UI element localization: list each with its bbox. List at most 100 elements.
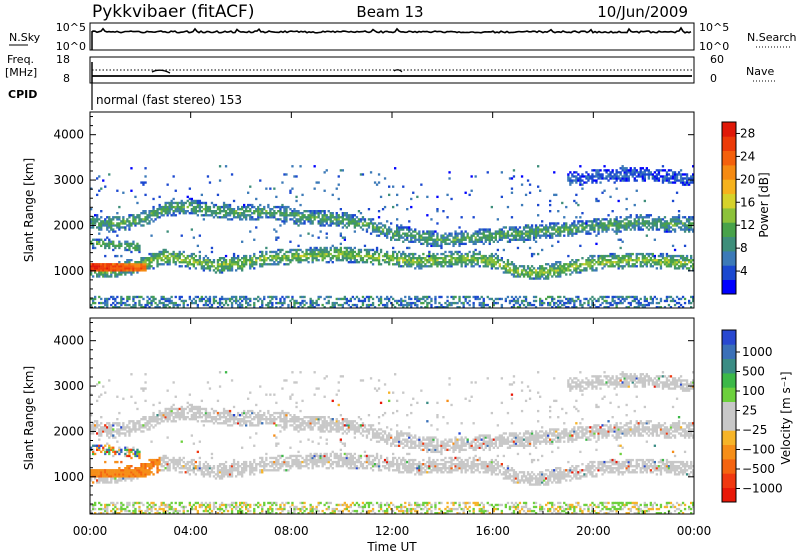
velocity-cell [102,448,105,452]
power-cell [386,295,389,299]
power-cell [170,295,173,299]
power-cell [130,265,133,268]
power-cell [106,271,109,274]
power-cell [404,252,407,256]
power-cell [206,263,210,266]
power-cell [557,303,560,307]
power-cell [158,299,161,303]
power-cell [623,297,626,301]
power-cell [518,306,522,309]
power-cell [218,303,222,307]
power-cell [460,234,463,237]
power-cell [392,263,395,266]
power-cell [446,216,449,219]
power-cell [126,259,129,262]
power-cell [547,295,550,299]
power-cell [671,259,675,262]
power-cell [230,259,234,262]
power-cell [633,297,636,301]
power-cell [474,295,477,299]
power-cell [534,228,538,231]
power-cell [452,238,455,241]
power-cell [478,232,481,235]
power-cell [138,263,141,266]
power-cell [106,216,109,219]
power-cell [400,234,403,237]
power-cell [498,297,502,301]
power-cell [613,252,616,256]
power-cell [490,257,494,260]
velocity-cell [126,446,129,449]
velocity-cell [104,509,107,513]
power-cell [108,220,111,223]
power-cell [418,267,421,270]
power-cell [466,234,469,237]
power-cell [563,295,566,299]
power-cell [486,295,489,299]
power-cell [375,257,379,260]
power-cell [106,267,109,270]
power-cell [116,254,119,258]
power-cell [90,222,93,225]
power-cell [222,303,226,307]
power-cell [541,269,544,272]
power-cell [379,250,383,254]
power-cell [283,297,286,301]
velocity-cell [100,479,103,482]
power-cell [673,216,677,219]
power-cell [172,175,175,178]
power-cell [160,210,163,213]
power-cell [653,238,657,241]
power-cell [194,299,198,303]
power-cell [579,301,582,305]
power-cell [530,252,534,256]
power-cell [675,218,679,221]
power-cell [92,242,95,246]
power-cell [406,246,409,250]
power-cell [430,263,433,266]
power-cell [216,212,220,215]
power-cell [210,210,214,213]
power-cell [428,259,431,262]
power-cell [468,193,471,197]
power-cell [273,250,276,254]
power-cell [180,299,183,303]
power-cell [261,216,264,219]
power-cell [381,259,385,262]
power-cell [394,250,397,254]
power-cell [649,297,653,301]
power-cell [633,177,636,180]
power-cell [176,257,179,260]
power-cell [688,177,691,180]
power-cell [573,232,576,235]
power-cell [545,230,548,233]
power-cell [406,226,409,229]
power-cell [313,248,316,252]
power-cell [516,275,520,278]
velocity-cell [104,477,107,480]
power-cell [335,214,338,217]
power-cell [575,230,578,233]
power-cell [637,257,640,260]
power-cell [249,259,252,262]
power-cell [198,297,202,301]
power-cell [426,244,429,248]
power-cell [206,267,210,270]
velocity-cell [132,452,135,456]
power-cell [178,265,181,268]
velocity-cell [104,428,107,431]
power-cell [206,299,210,303]
power-cell [692,218,695,221]
power-cell [627,226,630,229]
power-cell [541,224,544,227]
power-cell [436,210,439,213]
power-cell [569,269,572,272]
power-cell [383,226,387,229]
power-cell [601,226,604,229]
power-cell [271,303,274,307]
power-cell [537,234,540,237]
power-cell [343,214,347,217]
power-cell [130,189,133,192]
power-cell [345,297,349,301]
power-cell [349,250,353,254]
